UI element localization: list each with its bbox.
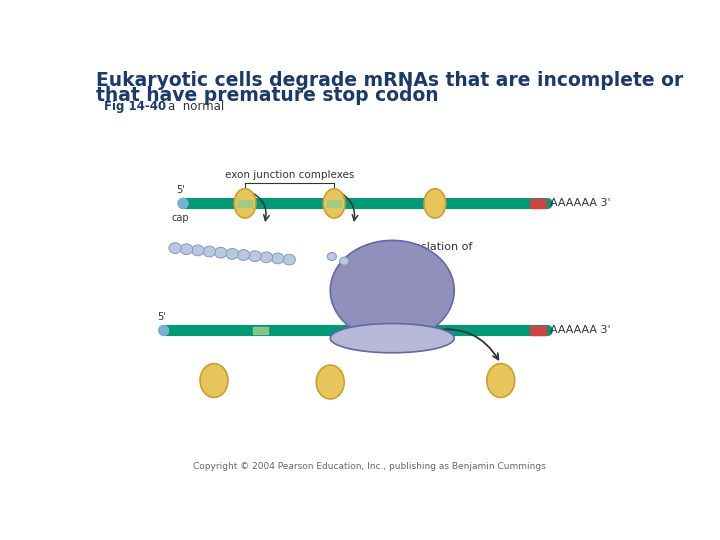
Ellipse shape: [178, 198, 188, 208]
Bar: [238, 200, 252, 207]
Bar: [327, 200, 341, 207]
Text: that have premature stop codon: that have premature stop codon: [96, 85, 438, 105]
Text: cap: cap: [172, 213, 189, 224]
Ellipse shape: [330, 240, 454, 340]
Ellipse shape: [248, 251, 261, 261]
Bar: [253, 327, 269, 334]
Text: AAAAAA 3': AAAAAA 3': [550, 326, 611, 335]
Ellipse shape: [200, 363, 228, 397]
Text: Eukaryotic cells degrade mRNAs that are incomplete or: Eukaryotic cells degrade mRNAs that are …: [96, 71, 683, 90]
Ellipse shape: [271, 253, 284, 264]
Ellipse shape: [327, 253, 336, 261]
Text: 5': 5': [157, 312, 166, 322]
Ellipse shape: [203, 246, 215, 257]
Text: Fig 14-40: Fig 14-40: [104, 100, 166, 113]
Ellipse shape: [234, 189, 256, 218]
Ellipse shape: [260, 252, 273, 262]
Ellipse shape: [424, 189, 446, 218]
Ellipse shape: [215, 247, 227, 258]
Ellipse shape: [340, 257, 349, 265]
Bar: [530, 199, 546, 208]
Ellipse shape: [487, 363, 515, 397]
Ellipse shape: [283, 254, 295, 265]
Text: AAAAAA 3': AAAAAA 3': [550, 198, 611, 208]
Ellipse shape: [330, 323, 454, 353]
Text: translation of
mRNA: translation of mRNA: [398, 242, 473, 264]
Ellipse shape: [323, 189, 345, 218]
Text: a  normal: a normal: [168, 100, 224, 113]
Ellipse shape: [316, 365, 344, 399]
Text: Copyright © 2004 Pearson Education, Inc., publishing as Benjamin Cummings: Copyright © 2004 Pearson Education, Inc.…: [193, 462, 545, 471]
Text: 5': 5': [176, 185, 185, 195]
Ellipse shape: [238, 249, 250, 260]
Text: exon junction complexes: exon junction complexes: [225, 170, 354, 180]
Ellipse shape: [192, 245, 204, 256]
Ellipse shape: [158, 326, 168, 335]
Bar: [530, 326, 546, 335]
Ellipse shape: [180, 244, 193, 254]
Ellipse shape: [226, 248, 238, 259]
Ellipse shape: [169, 242, 181, 253]
